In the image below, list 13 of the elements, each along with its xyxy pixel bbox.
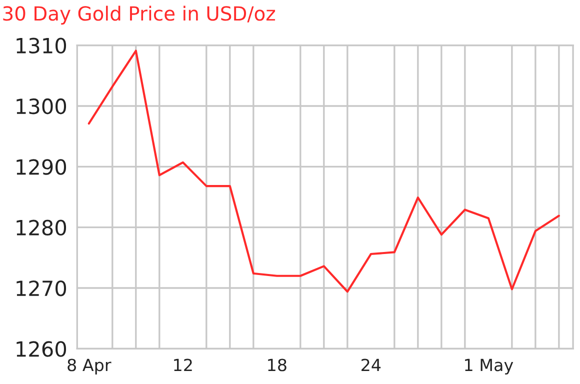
y-tick-label: 1290 bbox=[16, 159, 66, 175]
y-tick-label: 1270 bbox=[16, 280, 66, 296]
chart-title: 30 Day Gold Price in USD/oz bbox=[3, 6, 276, 25]
x-tick-label: 12 bbox=[174, 358, 192, 372]
y-tick-label: 1310 bbox=[16, 38, 66, 54]
x-tick-label: 1 May bbox=[465, 358, 514, 375]
x-tick-label: 18 bbox=[268, 358, 286, 372]
y-tick-label: 1300 bbox=[16, 98, 66, 114]
y-tick-label: 1260 bbox=[16, 341, 66, 357]
y-tick-label: 1280 bbox=[16, 220, 66, 236]
line-series bbox=[88, 50, 560, 293]
x-tick-label: 8 Apr bbox=[68, 358, 112, 375]
x-tick-label: 24 bbox=[362, 358, 381, 372]
